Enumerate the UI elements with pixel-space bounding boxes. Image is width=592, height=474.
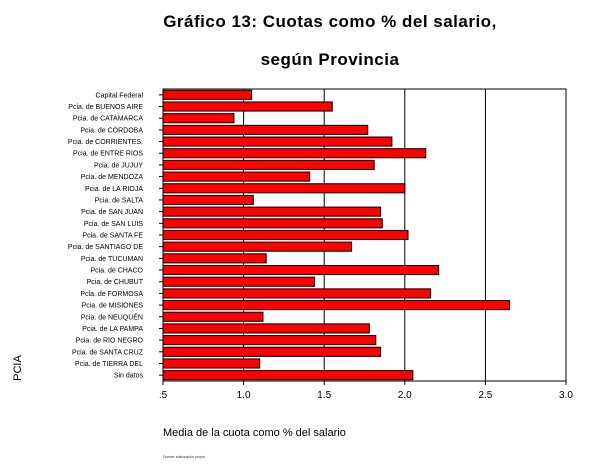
bar	[162, 124, 369, 135]
bar	[162, 159, 375, 170]
x-tick-label: 2.5	[478, 390, 492, 401]
plot-frame	[162, 88, 567, 382]
x-tick-label: 1.5	[317, 390, 331, 401]
bar	[162, 171, 311, 182]
x-tick-label: 2.0	[398, 390, 412, 401]
bar	[162, 218, 383, 229]
category-label: Pcia. de SAN LUIS	[84, 221, 143, 228]
chart-title-line2: según Provincia	[260, 50, 400, 69]
category-label: Pcia. de FORMOSA	[80, 291, 143, 298]
x-tick-label: 3.0	[559, 390, 573, 401]
bar	[162, 276, 316, 287]
bar	[162, 253, 267, 264]
category-label: Pcia. de SANTA CRUZ	[72, 349, 144, 356]
category-label: Sin datos	[114, 373, 144, 380]
bar	[162, 358, 261, 369]
x-axis-label: Media de la cuota como % del salario	[163, 427, 346, 439]
category-label: Pcia. de JUJUY	[94, 162, 143, 169]
category-label: Pcia. de NEUQUÉN	[81, 312, 143, 321]
bar	[162, 229, 409, 241]
category-label: Pcia. de LA PAMPA	[82, 326, 143, 333]
category-label: Pcia. de MISIONES	[82, 303, 144, 310]
bar	[162, 136, 393, 147]
bar	[162, 346, 382, 357]
category-label: Pcia. de BUENOS AIRE	[68, 104, 143, 111]
category-label: Pcia. de CHACO	[90, 268, 143, 275]
category-label: Pcia. de SALTA	[95, 197, 144, 204]
bar	[162, 370, 414, 381]
category-label: Pcia. de SANTA FE	[82, 233, 143, 240]
category-label: Pcia. de CORRIENTES.	[68, 139, 143, 146]
y-axis-label: PCIA	[12, 355, 24, 381]
bar	[162, 183, 406, 194]
category-label: Pcia. de CHUBUT	[87, 279, 144, 286]
category-label: Pcia. de TUCUMAN	[81, 256, 143, 263]
bar	[162, 264, 440, 276]
bar	[162, 113, 235, 124]
category-label: Pcia. de SAN JUAN	[81, 209, 143, 216]
bar	[162, 288, 432, 299]
category-label: Pcia. de CATAMARCA	[73, 116, 143, 123]
bar	[162, 311, 264, 322]
x-tick-labels: .5 1.0 1.5 2.0 2.5 3.0	[159, 381, 573, 401]
category-label: Pcia. de MENDOZA	[81, 174, 144, 181]
category-label: Pcia. de LA RIOJA	[85, 186, 143, 193]
category-label: Pcia. de SANTIAGO DE	[68, 244, 143, 251]
bar	[162, 206, 382, 217]
category-label: Capital Federal	[96, 92, 144, 99]
bar	[162, 194, 254, 206]
source-note: Fuente: elaboración propia	[163, 455, 205, 459]
bar	[162, 323, 370, 334]
bar	[162, 89, 253, 100]
bar	[162, 241, 353, 252]
category-label: Pcia. de TIERRA DEL	[75, 361, 143, 368]
x-tick-label: .5	[159, 390, 168, 401]
bar	[162, 335, 377, 346]
category-label: Pcia. de RIO NEGRO	[76, 338, 144, 345]
chart-title-line1: Gráfico 13: Cuotas como % del salario,	[163, 12, 497, 31]
bar	[162, 300, 511, 311]
category-label: Pcia. de CÓRDOBA	[80, 125, 143, 134]
x-tick-label: 1.0	[237, 390, 251, 401]
bars	[162, 89, 511, 381]
category-label: Pcia. de ENTRE RIOS	[73, 151, 143, 158]
category-labels: Capital Federal Pcia. de BUENOS AIRE Pcia.…	[68, 92, 163, 380]
bar	[162, 148, 427, 159]
bar	[162, 101, 333, 112]
